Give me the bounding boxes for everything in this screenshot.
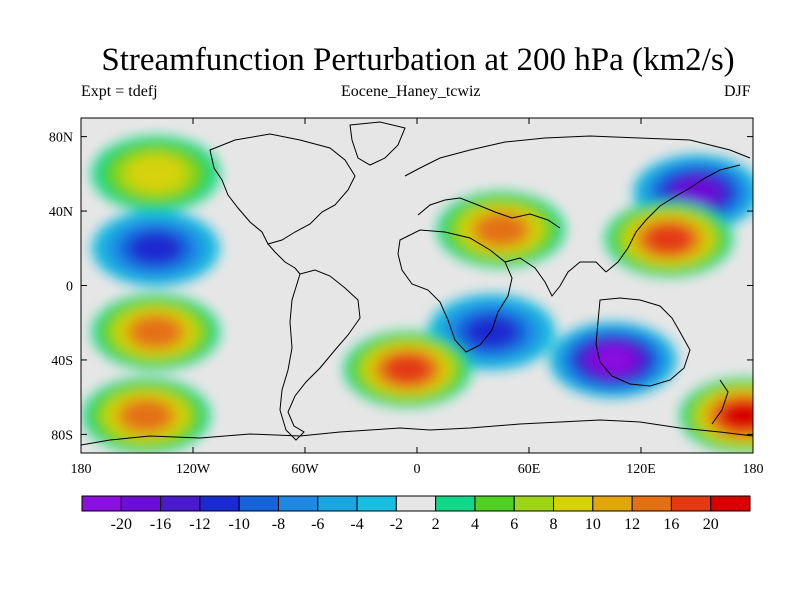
- contour-level-10-7: [722, 402, 753, 430]
- contour-level-7-5: [131, 317, 180, 347]
- contour-level-1-4: [129, 232, 182, 265]
- x-tick-label: 120E: [626, 462, 656, 477]
- axis-tick-labels: 180 120W 60W 0 60E 120E 180 80N 40N 0 40S 80S: [49, 131, 764, 477]
- experiment-label: Expt = tdefj: [81, 83, 158, 100]
- contour-level-9-5: [122, 400, 171, 431]
- y-tick-label: 80N: [49, 131, 73, 146]
- y-tick-label: 80S: [51, 428, 73, 443]
- coastlines: [81, 121, 753, 446]
- map-area: [81, 118, 753, 453]
- axis-ticks: [80, 118, 754, 453]
- chart-title: Streamfunction Perturbation at 200 hPa (…: [101, 42, 735, 78]
- x-tick-label: 120W: [176, 462, 211, 477]
- contour-level-6-6: [385, 355, 431, 384]
- contour-level-8-3: [126, 155, 185, 192]
- y-tick-label: 0: [66, 280, 73, 295]
- contour-level-4-6: [646, 224, 692, 253]
- y-tick-label: 40S: [51, 354, 73, 369]
- x-tick-label: 60W: [291, 462, 319, 477]
- contour-level-0-6: [674, 178, 720, 207]
- y-tick-label: 40N: [49, 205, 73, 220]
- contour-level-2-7: [591, 346, 635, 374]
- contour-level-3-4: [465, 315, 518, 349]
- season-label: DJF: [724, 83, 751, 100]
- contour-fills: [82, 135, 753, 453]
- run-name-label: Eocene_Haney_tcwiz: [341, 83, 481, 100]
- x-tick-label: 0: [414, 462, 421, 477]
- contour-level-5-5: [477, 214, 525, 245]
- x-tick-label: 180: [743, 462, 764, 477]
- x-tick-label: 180: [71, 462, 92, 477]
- x-tick-label: 60E: [518, 462, 541, 477]
